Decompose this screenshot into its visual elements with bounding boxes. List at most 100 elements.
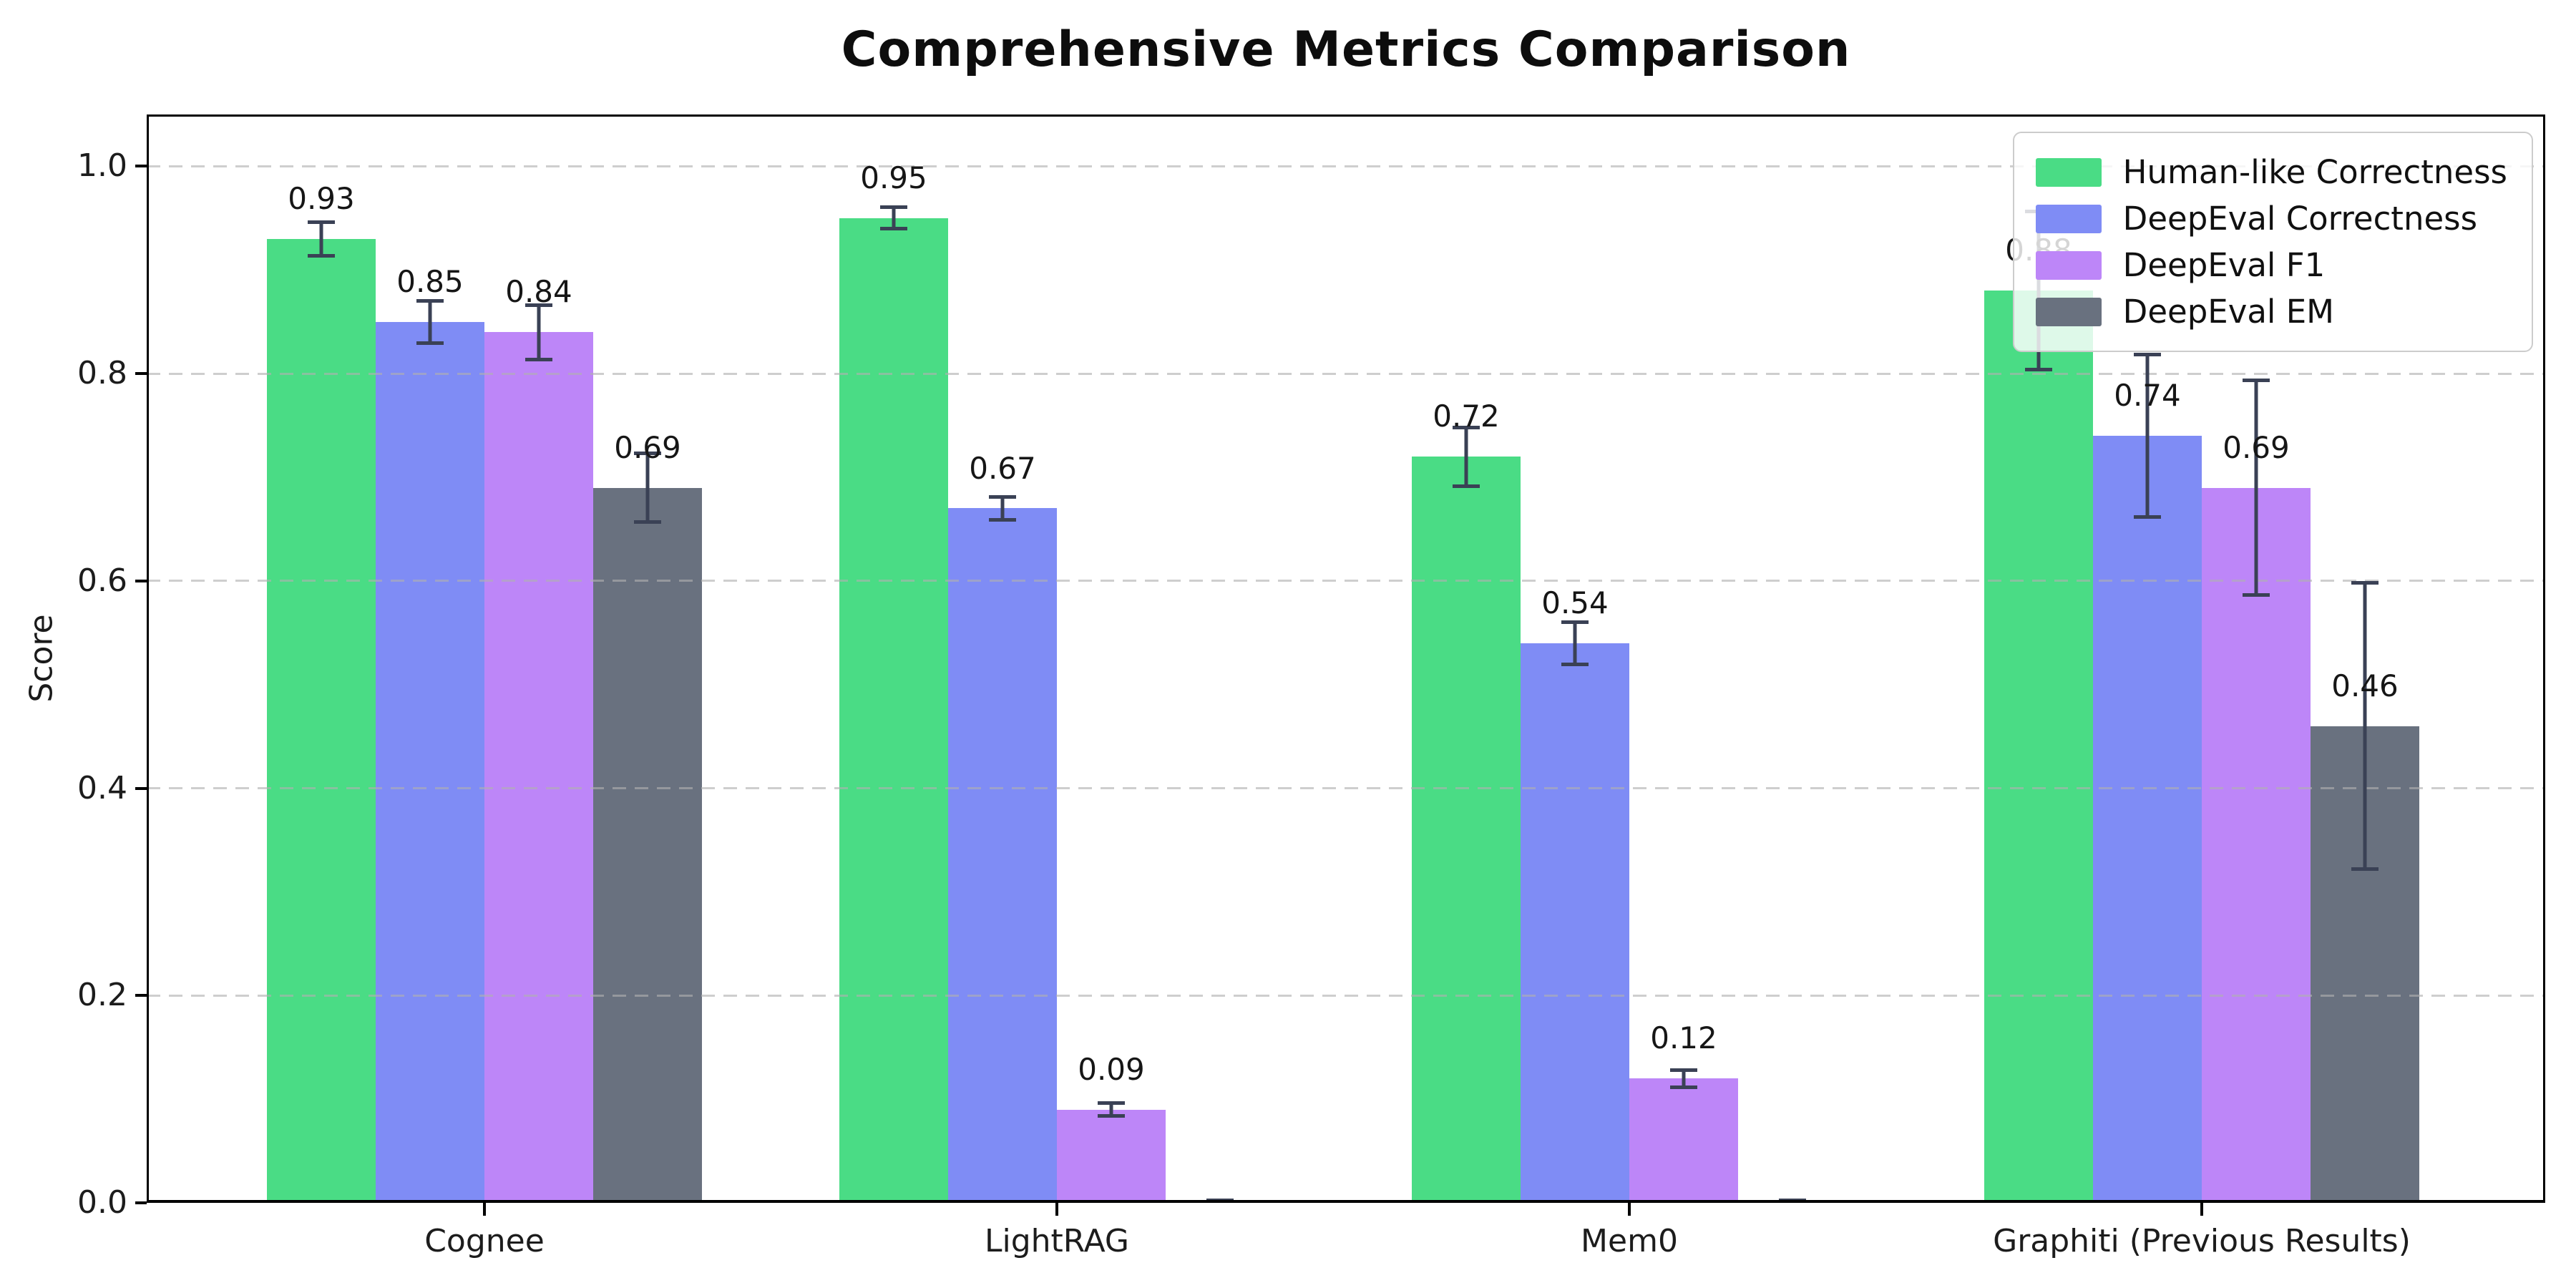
legend-label: DeepEval EM [2122, 293, 2334, 331]
error-bar-line [319, 220, 323, 258]
y-tick-mark [135, 165, 147, 168]
error-bar-cap-bottom [2351, 867, 2379, 872]
error-bar-cap-bottom [989, 518, 1016, 522]
y-axis-label: Score [23, 614, 60, 703]
error-bar-line [645, 451, 650, 525]
error-bar-cap-bottom [2134, 514, 2161, 519]
x-tick-mark [1055, 1203, 1058, 1216]
gridline [147, 994, 2545, 997]
legend-swatch [2035, 157, 2102, 187]
error-bar-cap-top [1670, 1068, 1697, 1072]
legend-label: DeepEval F1 [2122, 246, 2326, 284]
error-bar-line [537, 303, 541, 361]
y-tick-label: 0.8 [77, 355, 127, 392]
legend-item: DeepEval Correctness [2035, 195, 2507, 242]
error-bar-cap-top [525, 303, 552, 307]
error-bar [1561, 620, 1589, 666]
error-bar-cap-bottom [1670, 1085, 1697, 1089]
y-tick-mark [135, 579, 147, 582]
error-bar [989, 494, 1016, 522]
gridline [147, 580, 2545, 582]
error-bar [1098, 1101, 1125, 1118]
bar [593, 487, 702, 1203]
error-bar-line [428, 298, 432, 345]
bar [376, 321, 484, 1203]
error-bar [525, 303, 552, 361]
error-bar-cap-bottom [416, 341, 444, 345]
bar-value-label: 0.46 [2331, 668, 2399, 703]
y-tick-mark [135, 372, 147, 376]
bar [484, 332, 593, 1203]
bar [948, 508, 1057, 1203]
error-bar-cap-bottom [308, 253, 335, 258]
bar [1629, 1078, 1738, 1203]
bar [839, 218, 948, 1203]
bar [1412, 457, 1521, 1203]
bar-value-label: 0.54 [1541, 585, 1609, 620]
x-tick-mark [483, 1203, 486, 1216]
error-bar [1453, 425, 1480, 488]
y-tick-mark [135, 1201, 147, 1204]
error-bar-line [1573, 620, 1577, 666]
bar-value-label: 0.69 [614, 429, 681, 465]
legend-label: Human-like Correctness [2122, 153, 2507, 191]
error-bar-line [2145, 353, 2150, 519]
legend-item: DeepEval EM [2035, 288, 2507, 335]
x-tick-mark [1628, 1203, 1631, 1216]
error-bar-cap-top [2351, 580, 2379, 585]
x-tick-label: Graphiti (Previous Results) [1993, 1223, 2411, 1259]
error-bar-cap-top [989, 494, 1016, 499]
gridline [147, 165, 2545, 167]
bar [2093, 436, 2202, 1203]
bar [1984, 291, 2093, 1203]
bar [1521, 643, 1629, 1203]
axis-spine-top [147, 114, 2545, 117]
x-tick-label: LightRAG [984, 1223, 1130, 1259]
bar-value-label: 0.74 [2114, 378, 2181, 414]
error-bar-line [1682, 1068, 1686, 1089]
chart-title: Comprehensive Metrics Comparison [841, 21, 1851, 78]
bar-value-label: 0.72 [1433, 399, 1500, 434]
error-bar-cap-bottom [1453, 484, 1480, 488]
legend-item: Human-like Correctness [2035, 149, 2507, 195]
bar-value-label: 0.85 [396, 263, 464, 299]
y-tick-label: 0.2 [77, 977, 127, 1014]
error-bar [2243, 379, 2270, 597]
y-tick-label: 1.0 [77, 147, 127, 185]
error-bar-line [1464, 425, 1468, 488]
y-tick-label: 0.6 [77, 562, 127, 599]
axis-spine-left [147, 114, 149, 1203]
error-bar-cap-top [1453, 425, 1480, 429]
x-tick-label: Mem0 [1581, 1223, 1678, 1259]
x-tick-mark [2200, 1203, 2203, 1216]
bar-value-label: 0.84 [505, 274, 572, 310]
error-bar-line [2254, 379, 2258, 597]
legend-swatch [2035, 250, 2102, 280]
error-bar [634, 451, 661, 525]
error-bar-cap-top [634, 451, 661, 455]
gridline [147, 372, 2545, 375]
y-tick-label: 0.0 [77, 1184, 127, 1221]
error-bar-line [892, 205, 896, 231]
error-bar-cap-top [416, 298, 444, 303]
bar-value-label: 0.12 [1650, 1020, 1717, 1056]
plot-area: 0.930.950.720.880.850.670.540.740.840.09… [147, 114, 2545, 1203]
error-bar-cap-bottom [634, 520, 661, 525]
axis-spine-bottom [147, 1200, 2545, 1203]
y-tick-mark [135, 994, 147, 997]
error-bar-cap-top [1561, 620, 1589, 624]
error-bar-cap-bottom [2025, 368, 2052, 372]
bar-value-label: 0.95 [860, 160, 927, 195]
error-bar-cap-top [308, 220, 335, 224]
bar-value-label: 0.67 [969, 450, 1036, 486]
legend-label: DeepEval Correctness [2122, 200, 2478, 238]
x-tick-label: Cognee [424, 1223, 545, 1259]
error-bar [2134, 353, 2161, 519]
y-tick-label: 0.4 [77, 769, 127, 806]
error-bar [2351, 580, 2379, 872]
legend-swatch [2035, 297, 2102, 326]
y-tick-mark [135, 786, 147, 790]
error-bar [416, 298, 444, 345]
bar-value-label: 0.09 [1078, 1051, 1145, 1087]
axis-spine-right [2543, 114, 2545, 1203]
